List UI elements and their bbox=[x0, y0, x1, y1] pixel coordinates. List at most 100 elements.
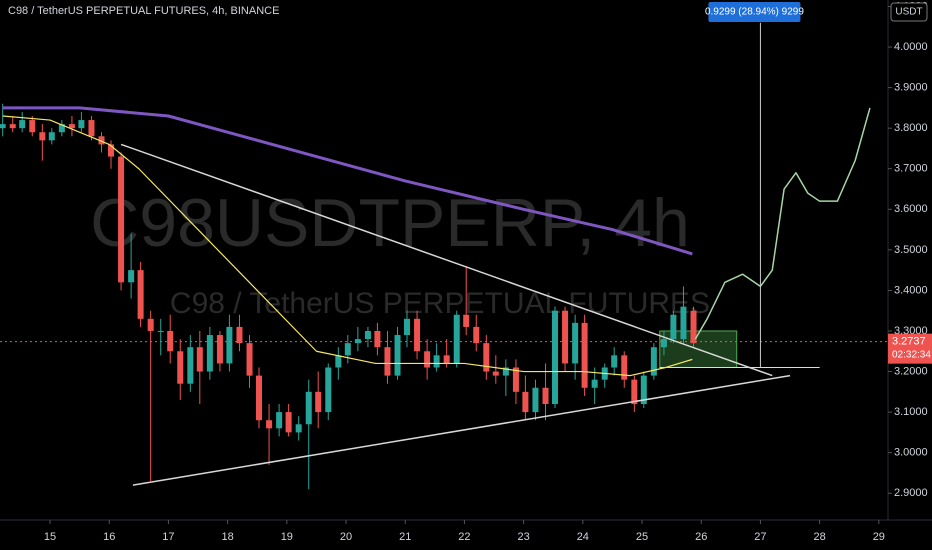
candle-body bbox=[364, 330, 371, 340]
y-tick-label: 4.0000 bbox=[894, 41, 928, 53]
y-tick-label: 3.1000 bbox=[894, 406, 928, 418]
candle-body bbox=[48, 132, 55, 141]
candle-body bbox=[374, 330, 381, 348]
candle-body bbox=[9, 124, 16, 129]
candle-body bbox=[414, 318, 421, 352]
watermark: C98USDTPERP, 4h bbox=[90, 185, 690, 261]
candle-body bbox=[305, 391, 312, 425]
candle-body bbox=[187, 347, 194, 384]
x-tick-label: 28 bbox=[813, 531, 825, 543]
candle-body bbox=[532, 387, 539, 413]
candle-body bbox=[344, 343, 351, 356]
candle-body bbox=[315, 391, 322, 413]
candle-body bbox=[670, 314, 677, 340]
candle-body bbox=[552, 310, 558, 404]
overlay-line bbox=[132, 374, 791, 486]
y-tick-label: 2.9000 bbox=[894, 487, 928, 499]
candle-body bbox=[58, 124, 65, 133]
candle-body bbox=[0, 124, 6, 129]
candle-body bbox=[522, 391, 529, 413]
candle-body bbox=[384, 347, 391, 376]
candle-body bbox=[512, 367, 519, 392]
overlay-line bbox=[2, 106, 693, 256]
candle-body bbox=[29, 120, 36, 133]
candle-body bbox=[266, 420, 273, 429]
candle-body bbox=[404, 318, 410, 336]
overlay-line bbox=[2, 115, 693, 377]
candle-body bbox=[542, 387, 549, 404]
x-tick-label: 25 bbox=[636, 531, 648, 543]
countdown: 02:32:34 bbox=[892, 349, 931, 360]
candle-body bbox=[19, 120, 26, 129]
watermark-subtitle: C98 / TetherUS PERPETUAL FUTURES bbox=[170, 287, 710, 320]
x-tick-label: 20 bbox=[340, 531, 352, 543]
candle-body bbox=[690, 310, 697, 344]
y-tick-label: 3.9000 bbox=[894, 82, 928, 94]
candle-body bbox=[354, 339, 361, 344]
candle-body bbox=[640, 375, 647, 404]
candle-body bbox=[443, 355, 450, 364]
y-tick-label: 3.0000 bbox=[894, 447, 928, 459]
y-tick-label: 3.5000 bbox=[894, 244, 928, 256]
candle-body bbox=[572, 322, 579, 364]
candle-body bbox=[295, 424, 302, 433]
candle-body bbox=[433, 355, 440, 368]
y-tick-label: 3.8000 bbox=[894, 122, 928, 134]
candle-body bbox=[78, 120, 85, 129]
candle-body bbox=[325, 367, 332, 413]
candle-body bbox=[157, 330, 164, 332]
candle-body bbox=[611, 355, 618, 368]
x-tick-label: 27 bbox=[754, 531, 766, 543]
y-tick-label: 3.6000 bbox=[894, 203, 928, 215]
candle-body bbox=[128, 270, 135, 283]
candle-body bbox=[591, 379, 598, 388]
x-tick-label: 15 bbox=[44, 531, 56, 543]
y-tick-label: 3.7000 bbox=[894, 163, 928, 175]
candle-body bbox=[276, 412, 283, 429]
candle-body bbox=[137, 270, 144, 319]
candle-body bbox=[196, 347, 203, 372]
candle-body bbox=[463, 314, 470, 327]
last-price-bg bbox=[888, 333, 932, 364]
candle-body bbox=[394, 335, 401, 376]
candle-body bbox=[68, 124, 75, 129]
candle-body bbox=[621, 355, 628, 380]
candle-body bbox=[335, 355, 342, 368]
currency-badge: USDT bbox=[895, 7, 922, 18]
candle-body bbox=[88, 120, 95, 137]
candle-body bbox=[453, 314, 460, 364]
y-tick-label: 3.4000 bbox=[894, 284, 928, 296]
candle-body bbox=[473, 326, 480, 344]
candle-body bbox=[177, 351, 184, 384]
x-tick-label: 18 bbox=[221, 531, 233, 543]
candle-body bbox=[492, 371, 499, 376]
x-tick-label: 29 bbox=[873, 531, 885, 543]
measure-label-bg bbox=[708, 2, 801, 22]
last-price-label: 3.2737 bbox=[892, 336, 926, 348]
candle-body bbox=[285, 412, 292, 433]
candle-body bbox=[256, 375, 262, 421]
candle-body bbox=[206, 335, 213, 372]
candle-body bbox=[39, 132, 46, 141]
chart-title: C98 / TetherUS PERPETUAL FUTURES, 4h, BI… bbox=[8, 5, 279, 17]
x-tick-label: 21 bbox=[399, 531, 411, 543]
candle-body bbox=[660, 339, 667, 348]
x-tick-label: 26 bbox=[695, 531, 707, 543]
candle-body bbox=[118, 156, 125, 283]
candle-body bbox=[680, 306, 687, 340]
candle-body bbox=[631, 379, 638, 404]
candle-body bbox=[236, 326, 243, 344]
overlay-line bbox=[120, 143, 773, 377]
candle-body bbox=[246, 343, 253, 376]
candle-body bbox=[562, 310, 569, 364]
candle-body bbox=[502, 367, 509, 376]
currency-badge-bg bbox=[890, 2, 928, 22]
candle-body bbox=[216, 335, 223, 364]
x-tick-label: 17 bbox=[162, 531, 174, 543]
candle-body bbox=[650, 347, 657, 376]
candle-body bbox=[226, 326, 233, 364]
candle-body bbox=[483, 343, 490, 372]
measure-label: 0.9299 (28.94%) 9299 bbox=[705, 7, 804, 18]
candle-body bbox=[108, 144, 114, 157]
